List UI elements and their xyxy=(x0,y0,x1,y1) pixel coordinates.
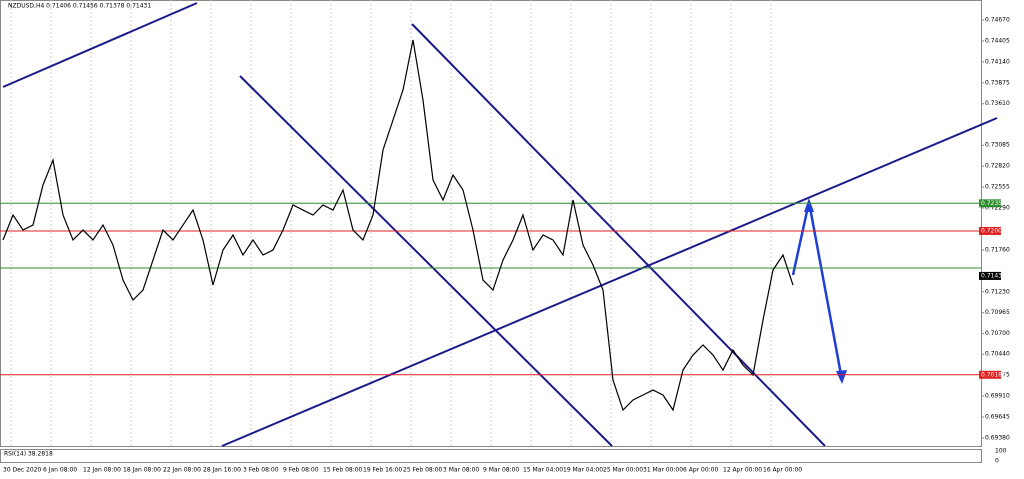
x-tick-label: 3 Feb 08:00 xyxy=(243,467,279,474)
y-tick-label: 0.70440 xyxy=(985,351,1010,358)
x-tick-label: 19 Mar 04:00 xyxy=(563,467,603,474)
x-tick-label: 12 Apr 00:00 xyxy=(723,467,762,474)
x-tick-label: 19 Feb 16:00 xyxy=(363,467,403,474)
y-tick-label: 0.72820 xyxy=(985,163,1010,170)
x-tick-label: 3 Mar 08:00 xyxy=(443,467,479,474)
y-tick-label: 0.74405 xyxy=(985,37,1010,44)
x-tick-label: 18 Jan 08:00 xyxy=(123,467,161,474)
x-tick-label: 28 Jan 16:00 xyxy=(203,467,241,474)
x-tick-label: 22 Jan 08:00 xyxy=(163,467,201,474)
level-label: 0.72000 xyxy=(981,227,1006,234)
y-tick-label: 0.69380 xyxy=(985,434,1010,441)
rsi-frame xyxy=(0,449,982,463)
level-label-box xyxy=(979,370,1001,379)
y-tick-label: 0.74670 xyxy=(985,16,1010,23)
x-tick-label: 9 Mar 08:00 xyxy=(483,467,519,474)
y-tick-label: 0.71230 xyxy=(985,288,1010,295)
x-tick-label: 31 Mar 00:00 xyxy=(643,467,683,474)
y-tick-label: 0.74140 xyxy=(985,58,1010,65)
y-tick-label: 0.72555 xyxy=(985,184,1010,191)
x-tick-label: 6 Jan 08:00 xyxy=(43,467,77,474)
level-label: 0.71431 xyxy=(981,272,1006,279)
level-label-box xyxy=(979,199,1001,208)
y-tick-label: 0.70965 xyxy=(985,309,1010,316)
y-tick-label: 0.71760 xyxy=(985,246,1010,253)
x-tick-label: 12 Jan 08:00 xyxy=(83,467,121,474)
y-tick-label: 0.73610 xyxy=(985,100,1010,107)
y-tick-label: 0.69645 xyxy=(985,414,1010,421)
x-tick-label: 25 Mar 00:00 xyxy=(603,467,643,474)
price-line xyxy=(2,39,794,412)
x-tick-label: 15 Mar 04:00 xyxy=(523,467,563,474)
y-tick-label: 0.70700 xyxy=(985,330,1010,337)
arrow-head xyxy=(836,370,847,384)
rsi-tick-label: 100 xyxy=(995,448,1007,455)
trendline xyxy=(221,117,998,447)
rsi-tick-label: 0 xyxy=(995,458,999,465)
arrow-head xyxy=(804,198,814,212)
level-label-box xyxy=(979,226,1001,235)
y-tick-label: 0.73875 xyxy=(985,79,1010,86)
rsi-label: RSI(14) 38.2818 xyxy=(4,451,53,458)
chart-title: NZDUSD,H4 0.71406 0.71456 0.71378 0.7143… xyxy=(8,3,151,10)
trendline xyxy=(239,75,613,447)
x-tick-label: 9 Feb 08:00 xyxy=(283,467,319,474)
level-label-box xyxy=(979,271,1001,280)
x-tick-label: 16 Apr 00:00 xyxy=(763,467,802,474)
x-tick-label: 15 Feb 08:00 xyxy=(323,467,363,474)
trendline xyxy=(411,23,826,447)
y-tick-label: 0.69910 xyxy=(985,393,1010,400)
x-tick-label: 30 Dec 2020 xyxy=(3,467,42,474)
trendline xyxy=(2,2,198,88)
x-tick-label: 6 Apr 00:00 xyxy=(683,467,718,474)
y-tick-label: 0.72290 xyxy=(985,205,1010,212)
y-tick-label: 0.73085 xyxy=(985,142,1010,149)
x-tick-label: 25 Feb 08:00 xyxy=(403,467,443,474)
level-label: 0.72350 xyxy=(981,200,1006,207)
level-label: 0.70180 xyxy=(981,371,1006,378)
